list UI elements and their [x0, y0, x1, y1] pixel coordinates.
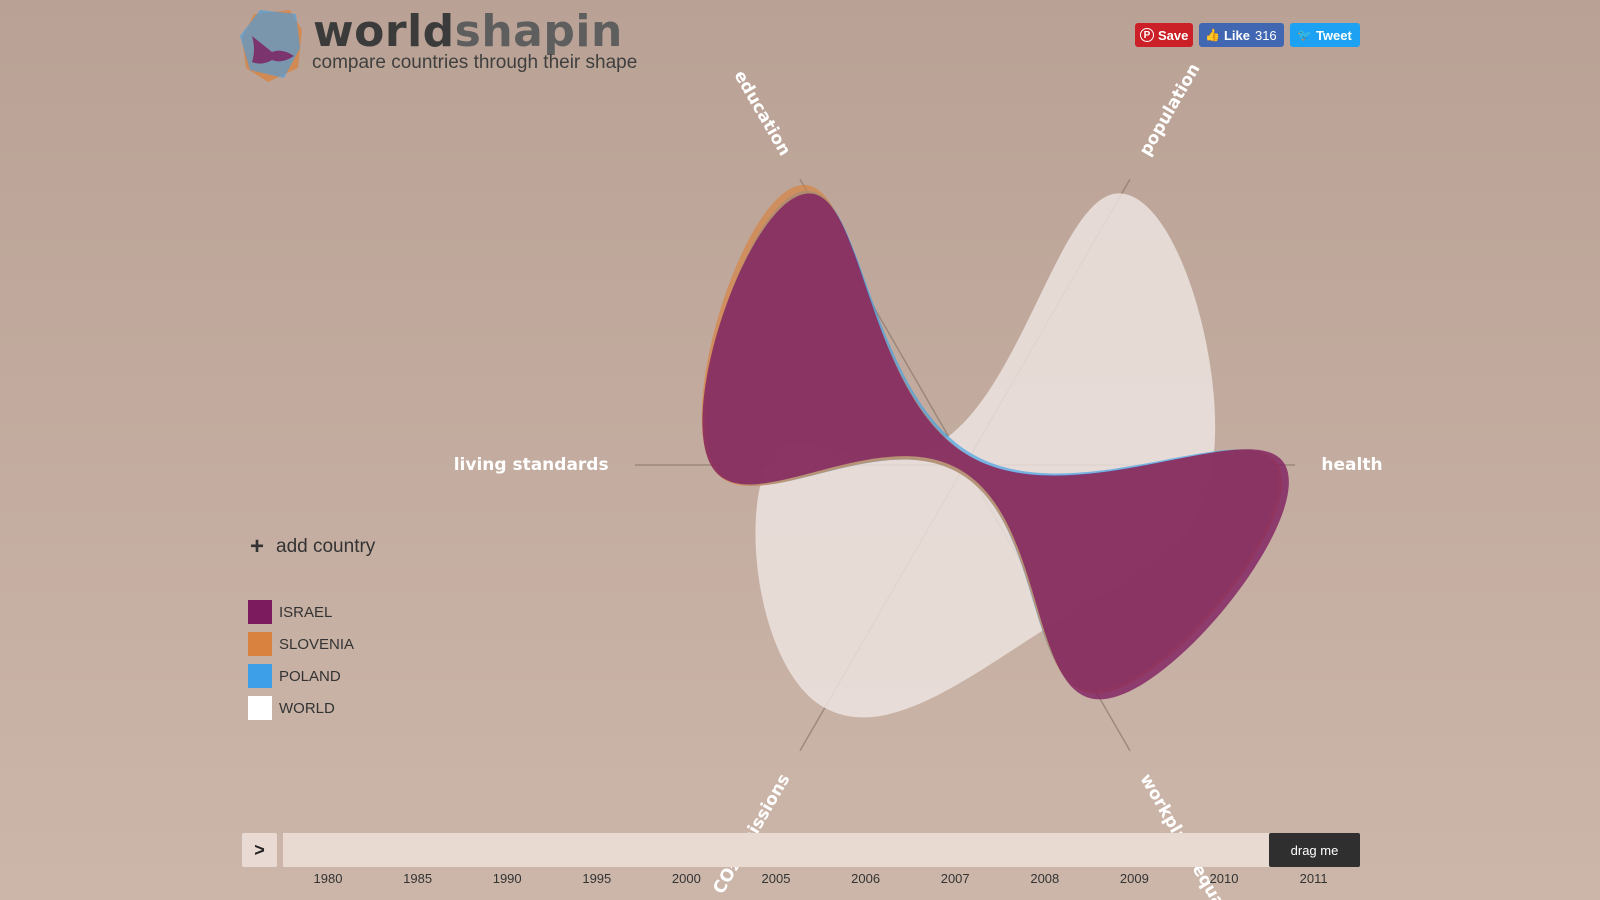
legend-item-israel[interactable]: ISRAEL [248, 596, 354, 628]
add-country-button[interactable]: + add country [250, 533, 376, 560]
year-label: 1985 [403, 871, 433, 886]
shape-israel[interactable] [702, 193, 1289, 700]
legend-label: SLOVENIA [279, 635, 355, 653]
timeline-drag-handle[interactable]: drag me [1269, 833, 1360, 867]
axis-label: living standards [454, 455, 609, 475]
app-name: worldshapin [313, 8, 623, 56]
legend-item-slovenia[interactable]: SLOVENIA [248, 628, 354, 660]
year-label: 2009 [1119, 871, 1149, 886]
facebook-like-label: Like [1223, 27, 1250, 43]
year-label: 1990 [492, 871, 522, 886]
tweet-label: Tweet [1315, 27, 1352, 43]
year-label: 2010 [1209, 871, 1239, 886]
twitter-bird-icon: 🐦 [1297, 28, 1312, 42]
legend-swatch [248, 696, 272, 720]
timeline-year-labels: 1980 1985 1990 1995 2000 2005 2006 2007 2008 2009… [0, 871, 1600, 891]
thumbs-up-icon: 👍 [1205, 28, 1220, 42]
legend-swatch [248, 600, 272, 624]
year-label: 2005 [761, 871, 791, 886]
timeline-track[interactable] [283, 833, 1273, 867]
pinterest-icon: P [1140, 28, 1154, 42]
tweet-button[interactable]: 🐦 Tweet [1290, 23, 1360, 47]
year-label: 2007 [940, 871, 970, 886]
legend-swatch [248, 664, 272, 688]
legend-item-world[interactable]: WORLD [248, 692, 354, 724]
year-label: 1995 [582, 871, 612, 886]
legend-label: WORLD [279, 699, 335, 717]
axis-label: health [1321, 455, 1382, 475]
app-name-part2: shapin [454, 6, 623, 57]
axis-label: population [1136, 60, 1205, 159]
legend-label: ISRAEL [279, 603, 333, 621]
pinterest-save-label: Save [1158, 27, 1189, 43]
year-label: 2000 [671, 871, 701, 886]
add-country-label: add country [276, 536, 376, 557]
facebook-like-count: 316 [1254, 27, 1277, 43]
legend-label: POLAND [279, 667, 341, 685]
country-legend: ISRAEL SLOVENIA POLAND WORLD [248, 596, 354, 724]
app-logo[interactable] [240, 8, 306, 82]
app-name-part1: world [313, 6, 455, 57]
year-label: 2011 [1299, 871, 1328, 886]
year-label: 1980 [313, 871, 343, 886]
pinterest-save-button[interactable]: P Save [1135, 23, 1193, 47]
axis-label: education [730, 67, 795, 159]
legend-item-poland[interactable]: POLAND [248, 660, 354, 692]
plus-icon: + [250, 533, 265, 560]
legend-swatch [248, 632, 272, 656]
year-label: 2006 [851, 871, 881, 886]
year-label: 2008 [1030, 871, 1060, 886]
facebook-like-button[interactable]: 👍 Like 316 [1199, 23, 1284, 47]
play-button[interactable]: > [242, 833, 277, 867]
app-tagline: compare countries through their shape [312, 52, 638, 73]
chart-shapes [701, 184, 1289, 718]
